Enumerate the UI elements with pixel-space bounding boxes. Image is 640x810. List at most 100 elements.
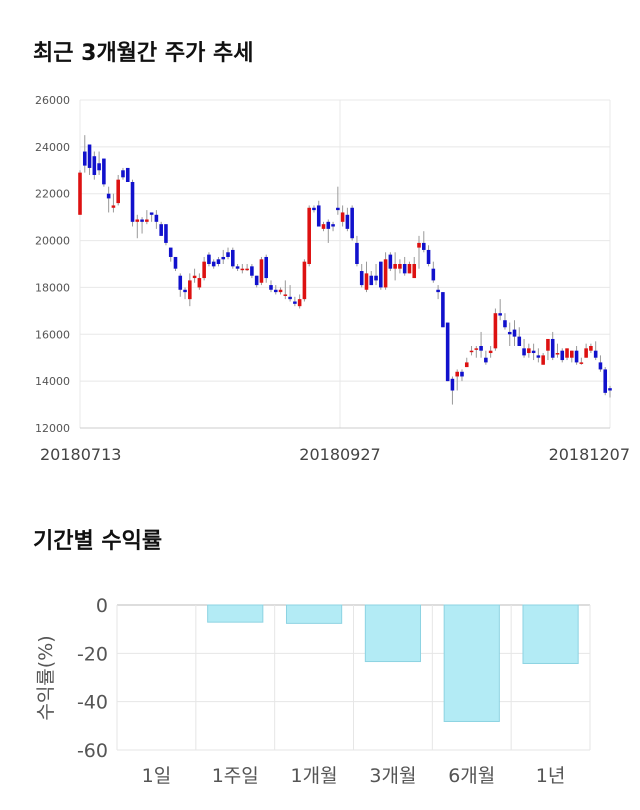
candle-body — [570, 350, 574, 358]
candle-body — [316, 205, 321, 227]
candle-body — [302, 261, 307, 300]
candle-body — [269, 285, 273, 290]
candle-body — [436, 289, 440, 293]
candle-body — [445, 322, 450, 382]
candle-body — [584, 348, 588, 358]
candle-body — [116, 179, 120, 204]
candle-body — [154, 214, 159, 222]
price-y-tick-label: 12000 — [35, 422, 70, 435]
returns-x-tick-label: 1주일 — [212, 765, 259, 787]
candle-body — [264, 256, 269, 279]
candle-body — [469, 350, 474, 353]
candle-body — [364, 273, 369, 290]
candle-body — [555, 353, 560, 355]
candle-body — [441, 292, 445, 328]
candle-body — [250, 266, 254, 276]
price-y-tick-label: 26000 — [35, 94, 70, 107]
candle-body — [140, 219, 144, 222]
candle-body — [336, 207, 340, 211]
candle-body — [608, 388, 612, 391]
returns-bar — [364, 604, 422, 663]
candle-body — [393, 264, 397, 269]
candle-body — [297, 299, 302, 307]
price-x-tick-label: 20180713 — [40, 445, 121, 464]
returns-x-tick-label: 1년 — [536, 765, 566, 787]
candle-body — [226, 252, 230, 257]
candle-body — [240, 268, 245, 271]
candle-body — [82, 151, 87, 166]
candle-body — [527, 348, 531, 354]
candle-body — [546, 338, 550, 351]
candle-body — [102, 158, 106, 185]
candle-body — [106, 193, 111, 199]
price-y-tick-label: 18000 — [35, 281, 70, 294]
candle-body — [197, 278, 202, 288]
candle-body — [398, 264, 402, 269]
candle-body — [121, 170, 125, 178]
candle-body — [111, 205, 116, 208]
candle-body — [159, 224, 163, 236]
candle-body — [541, 355, 545, 365]
candle-body — [202, 261, 206, 279]
candle-body — [374, 275, 378, 281]
price-y-tick-label: 24000 — [35, 141, 70, 154]
candle-body — [231, 249, 235, 267]
candle-body — [345, 214, 350, 229]
candle-body — [431, 268, 436, 281]
returns-y-tick-label: -60 — [77, 740, 108, 762]
candlestick-chart: 26000 24000 22000 20000 18000 16000 14000 12000… — [35, 94, 630, 464]
candle-body — [278, 289, 283, 293]
candle-body — [421, 242, 426, 250]
candle-body — [402, 264, 407, 274]
candle-body — [379, 261, 383, 288]
candle-body — [589, 346, 593, 351]
candle-body — [125, 167, 130, 182]
candle-body — [560, 350, 565, 361]
candle-body — [550, 338, 555, 358]
candle-body — [312, 207, 316, 211]
price-y-tick-label: 20000 — [35, 235, 70, 248]
candle-body — [173, 256, 178, 269]
price-x-tick-label: 20181207 — [549, 445, 630, 464]
candle-body — [355, 242, 359, 264]
candle-body — [350, 207, 354, 239]
candle-body — [164, 224, 168, 243]
returns-y-tick-label: 0 — [96, 595, 108, 617]
candle-body — [331, 224, 335, 227]
price-x-tick-label: 20180927 — [299, 445, 380, 464]
price-y-tick-label: 16000 — [35, 328, 70, 341]
candle-body — [498, 313, 502, 316]
candle-body — [168, 247, 173, 257]
candle-body — [178, 275, 183, 290]
candle-body — [359, 271, 364, 286]
candle-body — [493, 313, 498, 349]
candle-body — [273, 289, 278, 293]
candle-body — [522, 348, 526, 356]
candle-body — [460, 371, 464, 377]
candle-body — [145, 219, 149, 222]
candle-body — [474, 348, 479, 350]
candle-body — [235, 266, 240, 269]
returns-bar — [522, 604, 579, 664]
candle-body — [517, 336, 522, 346]
candle-body — [135, 219, 140, 222]
returns-y-axis-label: 수익률(%) — [35, 635, 57, 720]
candle-body — [484, 357, 488, 363]
candle-body — [92, 156, 97, 175]
candle-body — [565, 348, 569, 358]
candle-body — [479, 346, 483, 351]
candle-body — [579, 362, 584, 364]
candle-body — [455, 371, 459, 377]
candle-body — [412, 264, 417, 279]
candle-body — [259, 259, 264, 283]
returns-y-tick-label: -20 — [77, 643, 108, 665]
candle-body — [97, 163, 101, 171]
candle-body — [130, 182, 135, 222]
candle-body — [531, 350, 536, 354]
candle-body — [426, 249, 431, 264]
candle-body — [321, 224, 326, 229]
candle-body — [598, 362, 603, 370]
returns-bar — [443, 604, 500, 722]
candle-body — [326, 221, 331, 229]
